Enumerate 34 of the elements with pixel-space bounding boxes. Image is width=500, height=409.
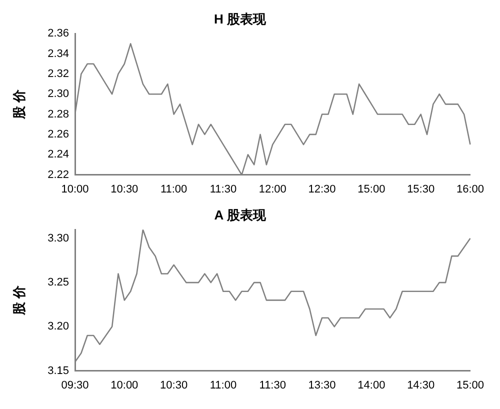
chart-title: H 股表现 bbox=[214, 11, 267, 26]
x-tick-label: 15:00 bbox=[358, 183, 386, 196]
x-tick-label: 14:00 bbox=[358, 379, 386, 392]
y-axis-title: 股 价 bbox=[11, 284, 26, 316]
x-tick-label: 13:30 bbox=[308, 379, 336, 392]
x-tick-label: 11:00 bbox=[160, 183, 188, 196]
y-tick-label: 3.30 bbox=[48, 232, 70, 244]
x-tick-label: 11:30 bbox=[259, 379, 286, 392]
x-tick-label: 12:30 bbox=[308, 183, 336, 196]
x-tick-label: 16:00 bbox=[456, 183, 484, 196]
x-tick-label: 09:30 bbox=[61, 379, 89, 392]
x-tick-label: 10:00 bbox=[61, 183, 89, 196]
y-tick-label: 2.22 bbox=[48, 168, 70, 181]
y-tick-label: 2.28 bbox=[48, 108, 70, 120]
y-tick-label: 3.20 bbox=[48, 320, 70, 333]
x-tick-label: 15:30 bbox=[407, 183, 435, 196]
y-tick-label: 2.24 bbox=[48, 148, 70, 161]
y-tick-label: 3.25 bbox=[48, 276, 70, 289]
x-tick-label: 10:30 bbox=[110, 183, 138, 196]
y-tick-label: 2.34 bbox=[48, 48, 70, 60]
x-tick-label: 14:30 bbox=[407, 379, 435, 392]
y-tick-label: 3.15 bbox=[48, 364, 70, 377]
y-tick-label: 2.30 bbox=[48, 88, 70, 100]
y-tick-label: 2.32 bbox=[48, 68, 70, 80]
y-axis-title: 股 价 bbox=[11, 88, 26, 120]
chart-title: A 股表现 bbox=[214, 207, 267, 222]
x-tick-label: 15:00 bbox=[456, 379, 484, 392]
x-tick-label: 10:00 bbox=[110, 379, 138, 392]
x-tick-label: 10:30 bbox=[160, 379, 188, 392]
x-tick-label: 12:00 bbox=[258, 183, 286, 196]
y-tick-label: 2.26 bbox=[48, 128, 70, 140]
x-tick-label: 11:00 bbox=[210, 379, 237, 392]
y-tick-label: 2.36 bbox=[48, 28, 70, 40]
x-tick-label: 11:30 bbox=[210, 183, 237, 196]
